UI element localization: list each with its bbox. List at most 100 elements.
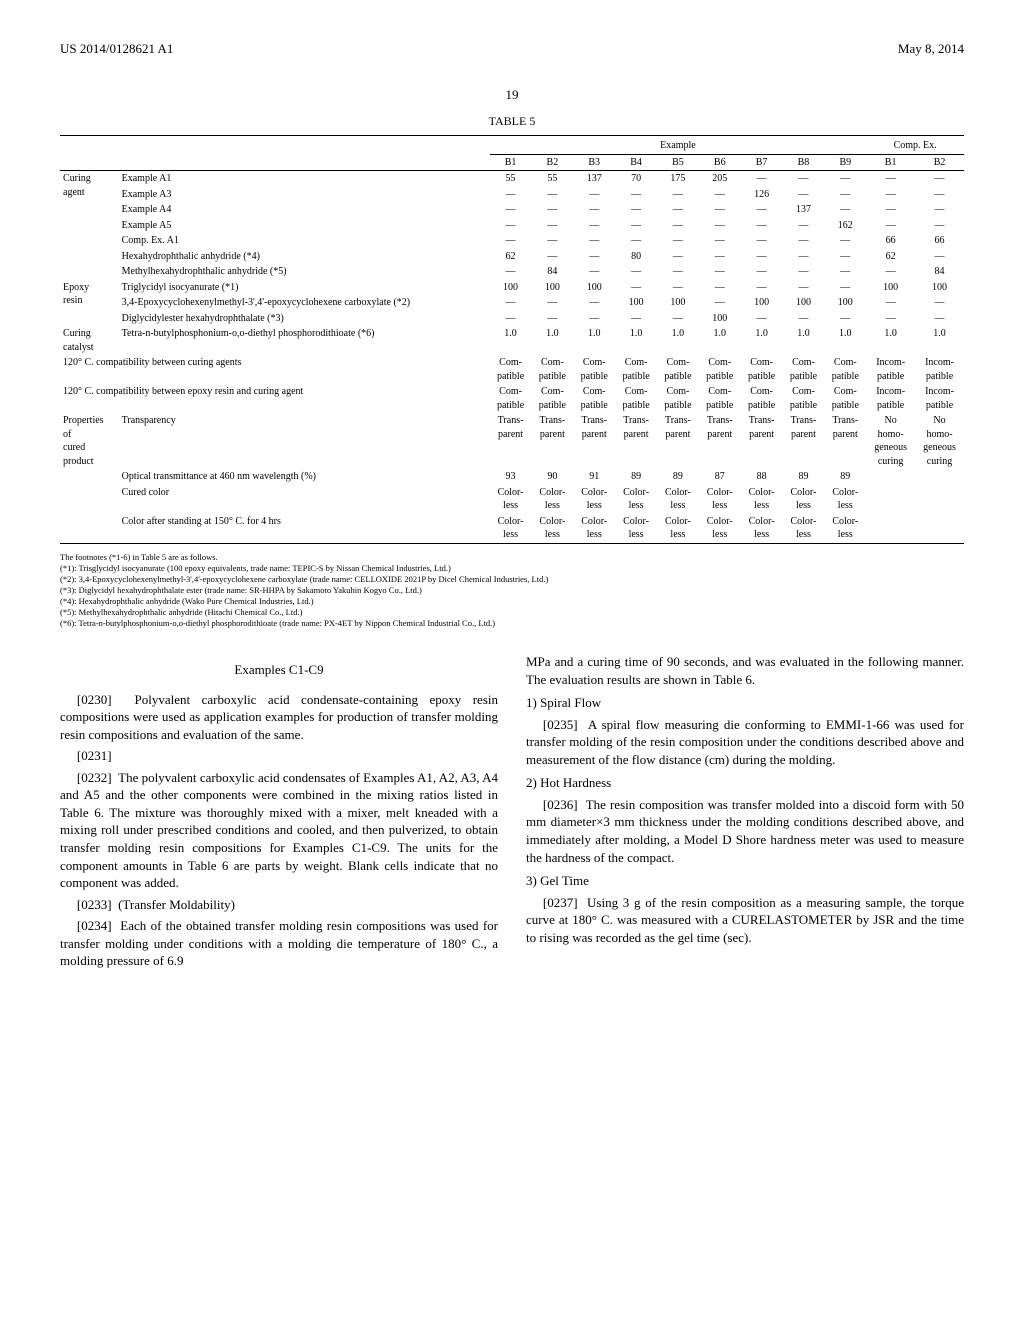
table5-cell: — xyxy=(490,233,532,249)
table5-cell: Trans-parent xyxy=(699,413,741,469)
table5-cell: Com-patible xyxy=(573,384,615,413)
table5-cell: 1.0 xyxy=(783,326,825,355)
table5-cell: — xyxy=(783,249,825,265)
body-columns: Examples C1-C9 [0230] Polyvalent carboxy… xyxy=(60,653,964,974)
table5-cell: 100 xyxy=(531,280,573,296)
table5-cell: Com-patible xyxy=(657,355,699,384)
table5-cell: — xyxy=(915,202,964,218)
table5-cell: — xyxy=(783,187,825,203)
table5-cell: Nohomo-geneouscuring xyxy=(866,413,915,469)
table5-cell: Color-less xyxy=(699,514,741,544)
table5-row-label: 120° C. compatibility between epoxy resi… xyxy=(60,384,490,413)
footnote-line: (*4): Hexahydrophthalic anhydride (Wako … xyxy=(60,596,964,607)
table5-cell: — xyxy=(824,280,866,296)
table5-cell: — xyxy=(573,233,615,249)
table5-cell: Com-patible xyxy=(741,384,783,413)
table5-row-label: 3,4-Epoxycyclohexenylmethyl-3',4'-epoxyc… xyxy=(119,295,490,311)
table5-cell: — xyxy=(915,187,964,203)
table5-cell: 100 xyxy=(915,280,964,296)
table5-cell: — xyxy=(783,311,825,327)
table5-cell: 100 xyxy=(490,280,532,296)
table5-cell: — xyxy=(531,249,573,265)
table5-col: B6 xyxy=(699,154,741,171)
table5-cell: — xyxy=(531,311,573,327)
table5-row-label: Tetra-n-butylphosphonium-o,o-diethyl pho… xyxy=(119,326,490,355)
table5-cell: — xyxy=(866,171,915,187)
table5-cell: 205 xyxy=(699,171,741,187)
publication-date: May 8, 2014 xyxy=(898,40,964,58)
table5-cell: — xyxy=(699,280,741,296)
table5-cell: 100 xyxy=(866,280,915,296)
footnote-line: (*3): Diglycidyl hexahydrophthalate este… xyxy=(60,585,964,596)
table5-col: B5 xyxy=(657,154,699,171)
table5-cell: — xyxy=(615,280,657,296)
table5-row-label: Example A4 xyxy=(119,202,490,218)
table5-cell: Incom-patible xyxy=(866,355,915,384)
table5-cell: — xyxy=(866,311,915,327)
table5-row-label: Color after standing at 150° C. for 4 hr… xyxy=(119,514,490,544)
table5-cell: Color-less xyxy=(699,485,741,514)
table5-cell: — xyxy=(783,171,825,187)
table5-cell: Nohomo-geneouscuring xyxy=(915,413,964,469)
table5-cell: — xyxy=(741,264,783,280)
table5-cell: — xyxy=(824,264,866,280)
table5-cell: — xyxy=(741,202,783,218)
table5-cell: — xyxy=(490,187,532,203)
table5-cell: Com-patible xyxy=(783,355,825,384)
table5-group: Curingagent xyxy=(60,171,119,280)
table5-cell: Trans-parent xyxy=(615,413,657,469)
table5-cell xyxy=(915,485,964,514)
table5-cell: 93 xyxy=(490,469,532,485)
table5-cell: Color-less xyxy=(657,514,699,544)
table5-cell: — xyxy=(657,311,699,327)
table5-cell: — xyxy=(531,187,573,203)
table5-cell: — xyxy=(915,218,964,234)
table5-row-label: Example A3 xyxy=(119,187,490,203)
page-number: 19 xyxy=(60,86,964,104)
table5-cell: — xyxy=(657,249,699,265)
table5-cell: — xyxy=(915,295,964,311)
table5-cell: — xyxy=(824,249,866,265)
paragraph: [0232] The polyvalent carboxylic acid co… xyxy=(60,769,498,892)
table5-cell: — xyxy=(783,264,825,280)
table5-cell: — xyxy=(657,202,699,218)
table5-cell: — xyxy=(866,202,915,218)
table5-cell: Color-less xyxy=(615,485,657,514)
table5-cell: Com-patible xyxy=(741,355,783,384)
table5-cell: — xyxy=(615,218,657,234)
table5-cell: — xyxy=(657,218,699,234)
table5-cell: 89 xyxy=(783,469,825,485)
table5-col: B1 xyxy=(866,154,915,171)
table5-cell: — xyxy=(657,233,699,249)
table5-cell: Color-less xyxy=(824,485,866,514)
table5-cell: 100 xyxy=(657,295,699,311)
table5-row-label: 120° C. compatibility between curing age… xyxy=(60,355,490,384)
table5-cell: — xyxy=(699,264,741,280)
table5-cell: Com-patible xyxy=(783,384,825,413)
paragraph: [0230] Polyvalent carboxylic acid conden… xyxy=(60,691,498,744)
table5-cell xyxy=(915,514,964,544)
table5-cell: 1.0 xyxy=(490,326,532,355)
table5-cell: Color-less xyxy=(615,514,657,544)
table5-cell: Color-less xyxy=(824,514,866,544)
table5-row-label: Diglycidylester hexahydrophthalate (*3) xyxy=(119,311,490,327)
table5-cell: 66 xyxy=(866,233,915,249)
table5-cell: 1.0 xyxy=(615,326,657,355)
table5-cell: — xyxy=(573,311,615,327)
table5-cell: 62 xyxy=(490,249,532,265)
table5-cell: — xyxy=(657,187,699,203)
table5-cell: Com-patible xyxy=(699,355,741,384)
table5-cell: — xyxy=(741,249,783,265)
table5-cell xyxy=(866,485,915,514)
table5-cell: Com-patible xyxy=(490,384,532,413)
table5-cell: Color-less xyxy=(531,514,573,544)
table5-caption: TABLE 5 xyxy=(60,113,964,129)
table5-group-example: Example xyxy=(490,138,867,154)
table5-cell: 66 xyxy=(915,233,964,249)
table5-row-label: Transparency xyxy=(119,413,490,469)
table5-cell: 1.0 xyxy=(824,326,866,355)
table5-cell: Color-less xyxy=(531,485,573,514)
table5-cell: — xyxy=(824,311,866,327)
table5-cell: — xyxy=(915,311,964,327)
table5-cell: 100 xyxy=(824,295,866,311)
